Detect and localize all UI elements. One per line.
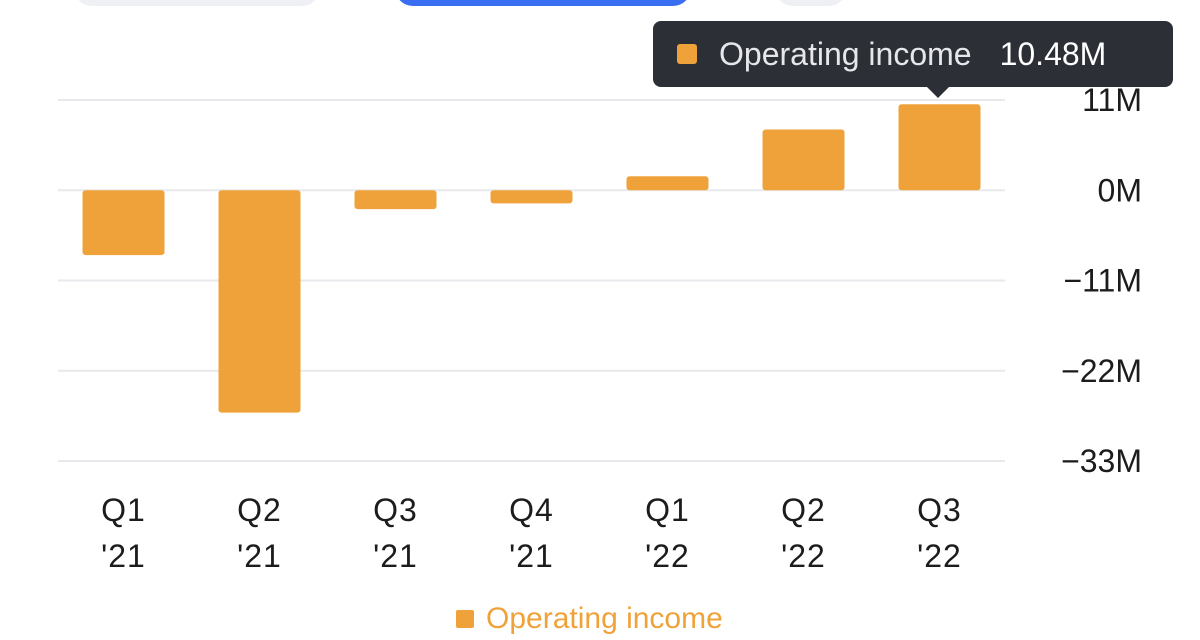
bar[interactable] <box>626 176 709 191</box>
x-tick-label: '22 <box>645 538 690 574</box>
grid-lines <box>58 99 1005 462</box>
period-tab-selected[interactable] <box>395 0 691 6</box>
x-tick-label: '22 <box>917 538 962 574</box>
legend-swatch-icon <box>456 610 474 628</box>
x-tick-label: '22 <box>781 538 826 574</box>
y-axis-ticks: 11M 0M −11M −22M −33M <box>1061 82 1142 479</box>
bars <box>82 104 981 413</box>
legend-label: Operating income <box>486 602 723 635</box>
x-tick-label: Q1 <box>645 492 690 528</box>
bar[interactable] <box>218 190 301 413</box>
y-tick-label: −11M <box>1063 263 1142 299</box>
x-tick-label: Q3 <box>373 492 418 528</box>
period-tab-right[interactable] <box>775 0 847 6</box>
tooltip-swatch-icon <box>677 44 697 64</box>
y-tick-label: 0M <box>1098 172 1142 208</box>
tooltip-series-name: Operating income <box>719 35 972 72</box>
x-tick-label: Q4 <box>509 492 554 528</box>
x-tick-label: '21 <box>101 538 146 574</box>
x-tick-label: Q2 <box>237 492 282 528</box>
y-tick-label: −22M <box>1061 353 1142 389</box>
tooltip-value: 10.48M <box>999 35 1107 72</box>
bar[interactable] <box>490 190 573 204</box>
y-tick-label: 11M <box>1082 82 1142 118</box>
x-tick-label: Q2 <box>781 492 826 528</box>
value-tooltip: Operating income 10.48M <box>653 21 1173 87</box>
period-tab-left[interactable] <box>74 0 320 6</box>
tooltip-pointer <box>926 86 950 98</box>
x-tick-label: Q1 <box>101 492 146 528</box>
bar[interactable] <box>82 190 165 256</box>
bar[interactable] <box>762 129 845 191</box>
legend[interactable]: Operating income <box>456 602 723 636</box>
bar[interactable] <box>354 190 437 210</box>
x-axis-ticks: Q1 '21 Q2 '21 Q3 '21 Q4 '21 Q1 '22 Q2 '22 Q3 '22 <box>101 492 962 574</box>
x-tick-label: '21 <box>237 538 282 574</box>
x-tick-label: Q3 <box>917 492 962 528</box>
x-tick-label: '21 <box>373 538 418 574</box>
x-tick-label: '21 <box>509 538 554 574</box>
bar[interactable] <box>898 104 981 191</box>
y-tick-label: −33M <box>1061 443 1142 479</box>
